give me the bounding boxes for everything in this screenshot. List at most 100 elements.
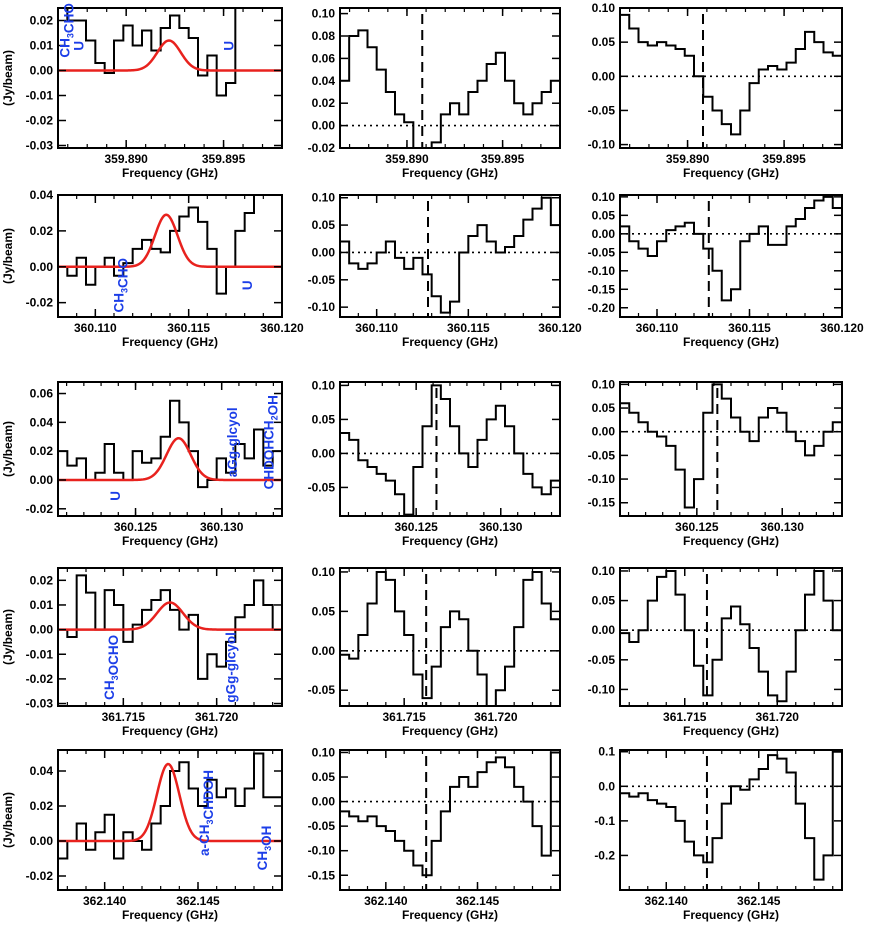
- x-axis-label: Frequency (GHz): [122, 908, 218, 922]
- y-tick-label: -0.10: [308, 300, 336, 314]
- spectrum-histogram: [620, 13, 842, 136]
- axes-frame: [619, 749, 843, 891]
- y-tick-label: 0.00: [30, 473, 54, 487]
- y-tick-label: 0.00: [312, 644, 336, 658]
- y-tick-label: 0.00: [30, 834, 54, 848]
- y-tick-label: -0.01: [26, 89, 54, 103]
- molecule-line-label: aGg-glcyol: [225, 407, 240, 477]
- spectrum-histogram: [620, 195, 842, 302]
- y-tick-label: -0.05: [588, 448, 616, 462]
- axes-frame: [339, 194, 561, 318]
- x-tick-label: 359.890: [666, 152, 710, 166]
- y-tick-label: 0.10: [592, 1, 616, 15]
- y-tick-label: -0.15: [588, 496, 616, 510]
- x-tick-label: 359.895: [481, 152, 525, 166]
- spectrum-panel-r5c1: 362.140 362.145 -0.02 0.00 0.02 0.04 Frequency…: [1, 749, 283, 922]
- y-tick-label: -0.02: [26, 114, 54, 128]
- y-tick-label: -0.20: [588, 301, 616, 315]
- y-tick-label: -0.02: [26, 502, 54, 516]
- y-tick-label: 0.01: [30, 598, 54, 612]
- y-tick-label: 0.08: [312, 29, 336, 43]
- gaussian-fit-curve: [58, 762, 282, 843]
- x-tick-label: 359.890: [104, 152, 148, 166]
- x-axis-label: Frequency (GHz): [402, 534, 498, 548]
- x-axis-label: Frequency (GHz): [122, 335, 218, 349]
- spectrum-panel-r3c1: 360.125 360.130 -0.02 0.00 0.02 0.04 0.06 Frequ…: [1, 381, 283, 548]
- y-tick-label: -0.10: [588, 264, 616, 278]
- spectrum-panel-r1c3: 359.890 359.895 -0.10 -0.05 0.00 0.05 0.10 Freq…: [588, 1, 843, 180]
- x-tick-label: 360.115: [728, 321, 771, 335]
- y-tick-label: 0.10: [592, 564, 616, 578]
- y-tick-label: 0.05: [312, 770, 336, 784]
- y-tick-label: 0.05: [312, 412, 336, 426]
- y-tick-label: 0.05: [592, 208, 616, 222]
- y-tick-label: 0.00: [312, 795, 336, 809]
- x-tick-label: 360.125: [394, 520, 438, 534]
- x-tick-label: 360.120: [538, 321, 582, 335]
- y-axis-label: (Jy/beam): [1, 609, 15, 665]
- x-tick-label: 361.715: [663, 710, 707, 724]
- x-tick-label: 362.140: [83, 894, 127, 908]
- spectrum-histogram: [58, 752, 282, 860]
- y-tick-label: -0.02: [26, 672, 54, 686]
- x-tick-label: 361.715: [382, 710, 426, 724]
- y-tick-label: 0.1: [598, 745, 615, 759]
- x-axis-label: Frequency (GHz): [122, 166, 218, 180]
- y-tick-label: 0.04: [30, 415, 54, 429]
- y-axis-label: (Jy/beam): [1, 228, 15, 284]
- y-tick-label: 0.00: [30, 623, 54, 637]
- spectrum-panel-r4c1: 361.715 361.720 -0.03 -0.02 -0.01 0.00 0.01 0.0…: [1, 567, 283, 738]
- x-axis-label: Frequency (GHz): [402, 724, 498, 738]
- x-tick-label: 360.120: [260, 321, 304, 335]
- spectrum-histogram: [340, 570, 560, 706]
- gaussian-fit-curve: [58, 213, 282, 269]
- x-tick-label: 362.145: [456, 894, 500, 908]
- x-tick-label: 359.890: [385, 152, 429, 166]
- axes-frame: [57, 749, 283, 891]
- y-tick-label: 0.02: [30, 444, 54, 458]
- y-tick-label: -0.05: [308, 683, 336, 697]
- y-tick-label: 0.00: [30, 64, 54, 78]
- y-tick-label: 0.00: [592, 425, 616, 439]
- y-tick-label: 0.02: [30, 799, 54, 813]
- spectrum-panel-r1c1: 359.890 359.895 -0.03 -0.02 -0.01 0.00 0.01 0.0…: [1, 3, 283, 180]
- y-tick-label: -0.10: [588, 682, 616, 696]
- y-tick-label: -0.05: [588, 103, 616, 117]
- y-tick-label: 0.10: [312, 191, 336, 205]
- y-tick-label: -0.03: [26, 697, 54, 711]
- y-tick-label: 0.04: [30, 764, 54, 778]
- molecule-line-label: CH3OCHO: [102, 635, 121, 700]
- spectrum-histogram: [620, 383, 842, 509]
- y-tick-label: 0.05: [592, 401, 616, 415]
- x-axis-label: Frequency (GHz): [683, 166, 779, 180]
- y-tick-label: 0.02: [30, 573, 54, 587]
- y-tick-label: -0.01: [26, 647, 54, 661]
- gaussian-fit-curve: [58, 436, 282, 482]
- molecule-line-label: CH3CHO: [111, 258, 130, 313]
- y-tick-label: 0.05: [312, 604, 336, 618]
- x-tick-label: 360.110: [74, 321, 117, 335]
- y-axis-label: (Jy/beam): [1, 792, 15, 848]
- x-tick-label: 360.125: [675, 520, 719, 534]
- x-tick-label: 362.140: [364, 894, 408, 908]
- axes-frame: [619, 7, 843, 149]
- axes-frame: [57, 7, 283, 149]
- y-axis-label: (Jy/beam): [1, 50, 15, 106]
- axes-frame: [339, 567, 561, 707]
- x-tick-label: 361.720: [756, 710, 800, 724]
- y-tick-label: 0.06: [312, 51, 336, 65]
- y-tick-label: -0.05: [308, 819, 336, 833]
- y-tick-label: 0.00: [30, 260, 54, 274]
- molecule-line-label: U: [108, 491, 123, 501]
- x-axis-label: Frequency (GHz): [683, 534, 779, 548]
- spectrum-histogram: [340, 29, 560, 148]
- x-tick-label: 360.115: [167, 321, 210, 335]
- y-tick-label: 0.06: [30, 387, 54, 401]
- axes-frame: [57, 567, 283, 707]
- molecule-line-label: U: [240, 280, 255, 290]
- spectrum-histogram: [620, 569, 842, 703]
- y-tick-label: -0.02: [308, 141, 336, 155]
- x-axis-label: Frequency (GHz): [122, 724, 218, 738]
- x-tick-label: 362.140: [645, 894, 689, 908]
- spectrum-panel-r3c3: 360.125 360.130 -0.15 -0.10 -0.05 0.00 0.05 0.1…: [588, 377, 843, 548]
